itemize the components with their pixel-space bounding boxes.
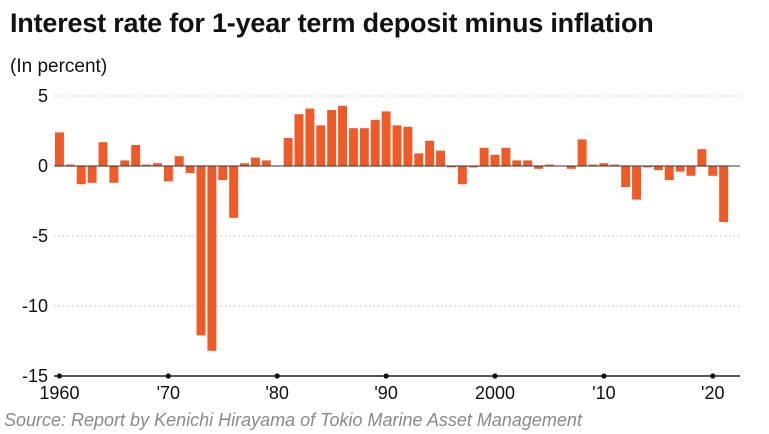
bar-1981 [283, 138, 293, 166]
bar-1970 [163, 166, 173, 182]
x-tick-dot [165, 373, 171, 379]
bar-2011 [610, 164, 620, 166]
bar-1987 [348, 128, 358, 166]
chart-source: Source: Report by Kenichi Hirayama of To… [4, 410, 582, 430]
bar-2004 [534, 166, 544, 169]
bar-1963 [87, 166, 97, 183]
bar-2010 [599, 163, 609, 166]
bar-1962 [76, 166, 86, 185]
bar-2007 [566, 166, 576, 169]
bar-1965 [109, 166, 119, 183]
bar-1983 [305, 108, 315, 166]
x-tick-dot [274, 373, 280, 379]
bar-1989 [370, 119, 380, 166]
bar-1993 [414, 153, 424, 166]
x-tick-label: '10 [592, 383, 615, 403]
x-tick-label: '80 [265, 383, 288, 403]
bar-1999 [479, 147, 489, 166]
bar-1971 [174, 156, 184, 166]
bars [54, 105, 729, 351]
x-tick-label: '90 [374, 383, 397, 403]
bar-1964 [98, 142, 108, 166]
y-tick-label: -5 [32, 226, 48, 246]
y-tick-label: 0 [38, 156, 48, 176]
bar-1998 [468, 166, 478, 168]
bar-2016 [664, 166, 674, 180]
y-tick-label: -15 [22, 366, 48, 386]
x-tick-label: 1960 [39, 383, 79, 403]
x-tick-label: '70 [157, 383, 180, 403]
bar-2015 [653, 166, 663, 171]
bar-1982 [294, 114, 304, 166]
x-tick-label: '20 [701, 383, 724, 403]
bar-1996 [446, 166, 456, 168]
bar-1976 [229, 166, 239, 218]
bar-1979 [261, 160, 271, 166]
x-tick-dot [492, 373, 498, 379]
bar-2013 [632, 166, 642, 200]
bar-2002 [512, 160, 522, 166]
bar-2021 [719, 166, 729, 222]
x-tick-dot [56, 373, 63, 379]
bar-2020 [708, 166, 718, 176]
bar-2019 [697, 149, 707, 166]
bar-2001 [501, 147, 511, 166]
y-tick-label: -10 [22, 296, 48, 316]
bar-2000 [490, 154, 500, 166]
bar-1988 [359, 128, 369, 166]
bar-1968 [142, 164, 152, 166]
bar-1997 [457, 166, 467, 185]
bar-1995 [436, 150, 446, 166]
bar-2003 [523, 160, 533, 166]
bar-1966 [120, 160, 130, 166]
bar-1994 [425, 140, 435, 166]
bar-1961 [65, 164, 75, 166]
bar-1975 [218, 166, 228, 180]
bar-1974 [207, 166, 217, 351]
y-tick-label: 5 [38, 86, 48, 106]
bar-1992 [403, 126, 413, 166]
bar-1990 [381, 111, 391, 166]
bar-1977 [240, 163, 250, 166]
bar-1984 [316, 125, 326, 166]
bar-2012 [621, 166, 631, 187]
chart-title: Interest rate for 1-year term deposit mi… [10, 8, 654, 38]
chart-subtitle: (In percent) [10, 56, 108, 77]
bar-2014 [642, 166, 652, 168]
bar-1985 [327, 110, 337, 166]
bar-1986 [338, 105, 348, 166]
bar-1991 [392, 125, 402, 166]
bar-2008 [577, 139, 587, 166]
bar-1960 [54, 132, 64, 166]
bar-1967 [131, 145, 141, 166]
bar-1978 [250, 157, 260, 166]
bar-1972 [185, 166, 195, 173]
bar-1969 [152, 163, 162, 166]
x-tick-dot [710, 373, 716, 379]
x-tick-label: 2000 [475, 383, 515, 403]
bar-2017 [675, 166, 685, 172]
x-tick-dot [601, 373, 607, 379]
bar-1973 [196, 166, 206, 336]
x-tick-dot [383, 373, 389, 379]
bar-2009 [588, 164, 598, 166]
bar-2018 [686, 166, 696, 176]
bar-2005 [544, 164, 554, 166]
